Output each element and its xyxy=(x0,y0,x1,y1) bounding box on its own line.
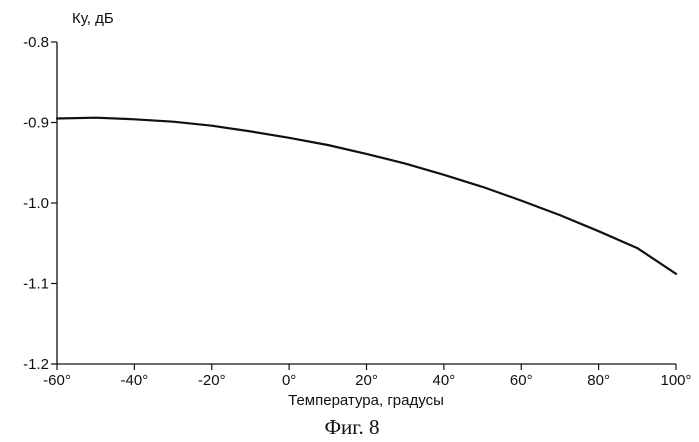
x-tick-label: 40° xyxy=(433,372,456,389)
x-axis-title: Температура, градусы xyxy=(288,392,444,409)
x-tick-label: 100° xyxy=(660,372,691,389)
x-tick-label: -60° xyxy=(43,372,71,389)
x-tick-label: 80° xyxy=(587,372,610,389)
y-tick-label: -0.8 xyxy=(23,34,49,51)
y-tick-label: -1.2 xyxy=(23,356,49,373)
x-tick-label: -40° xyxy=(121,372,149,389)
figure-caption: Фиг. 8 xyxy=(324,415,379,439)
y-ticks: -0.8 -0.9 -1.0 -1.1 -1.2 xyxy=(23,34,57,373)
x-tick-label: -20° xyxy=(198,372,226,389)
y-tick-label: -0.9 xyxy=(23,115,49,132)
x-tick-label: 20° xyxy=(355,372,378,389)
y-tick-label: -1.1 xyxy=(23,276,49,293)
series-line xyxy=(57,118,676,274)
y-tick-label: -1.0 xyxy=(23,195,49,212)
x-tick-label: 60° xyxy=(510,372,533,389)
x-tick-label: 0° xyxy=(282,372,296,389)
x-ticks: -60° -40° -20° 0° 20° 40° 60° 80° 100° xyxy=(43,364,691,389)
y-axis-title: Ку, дБ xyxy=(72,10,114,27)
series-layer xyxy=(57,118,676,274)
